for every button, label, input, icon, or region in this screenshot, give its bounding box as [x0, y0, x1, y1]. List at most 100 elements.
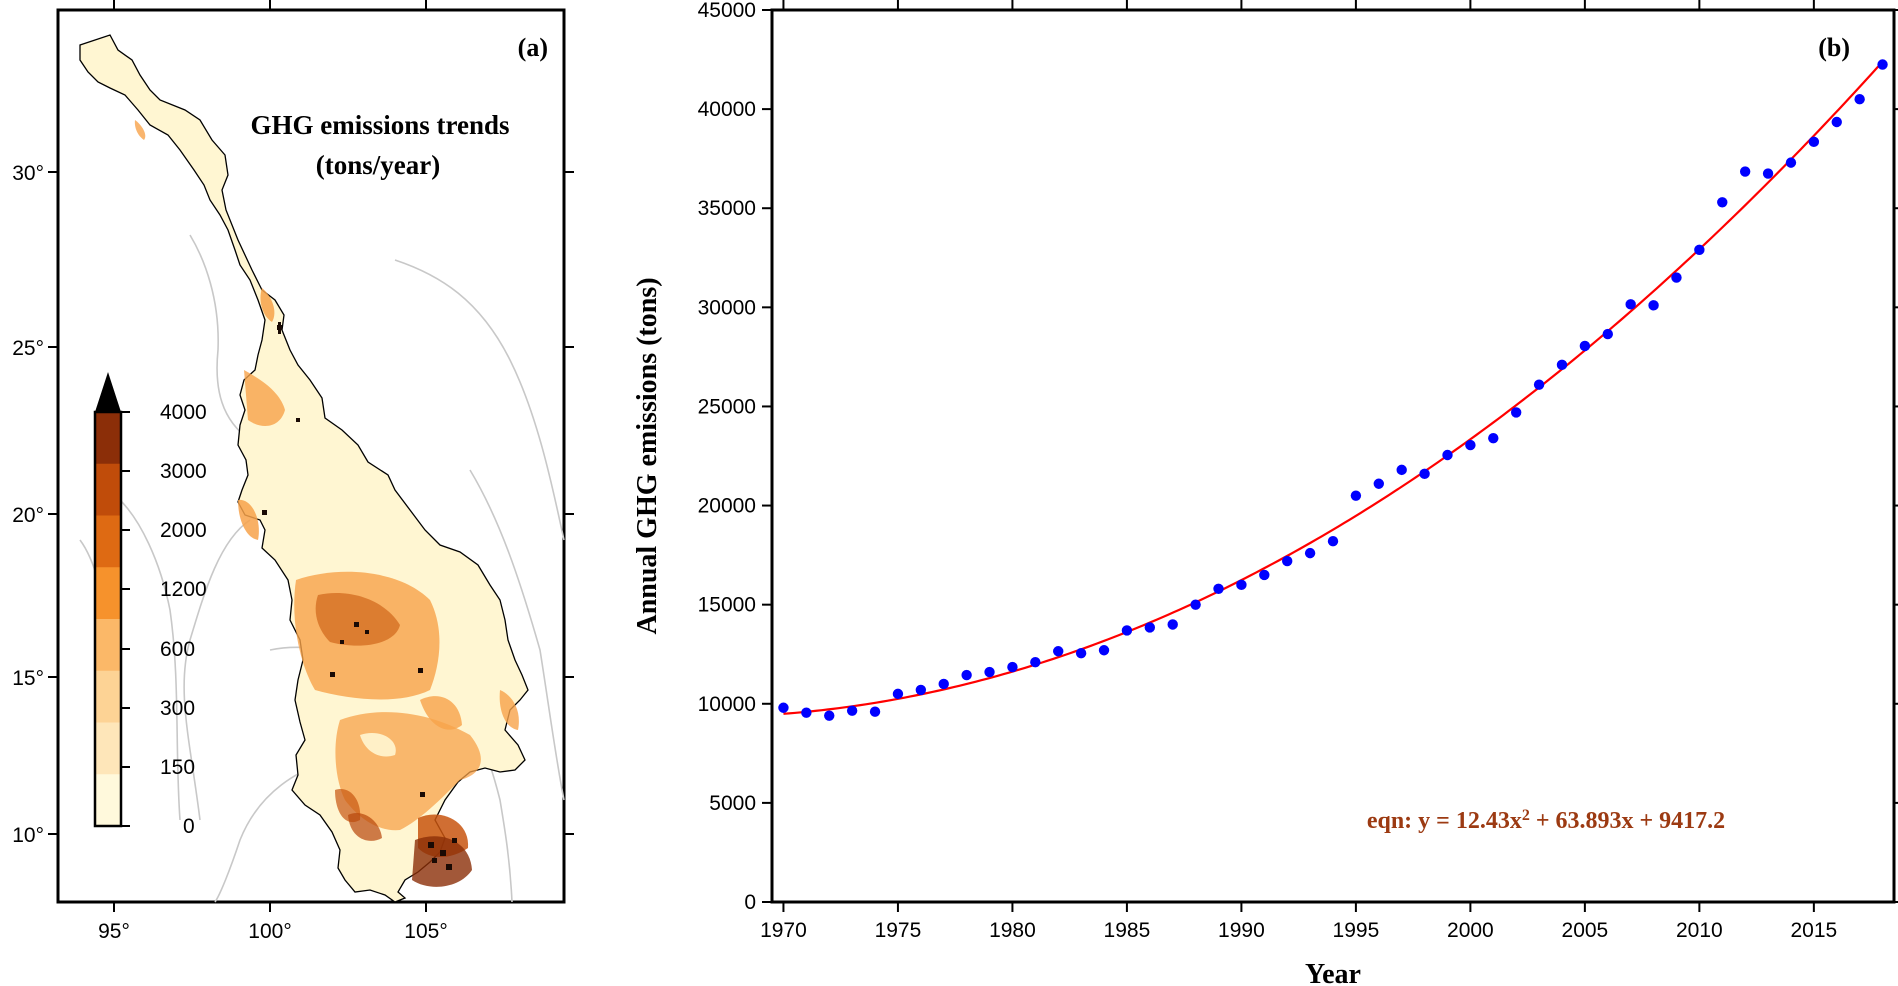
y-tick-label: 5000 [709, 792, 756, 815]
fit-equation-suffix: + 63.893x + 9417.2 [1530, 808, 1725, 834]
x-tick-label: 1970 [760, 919, 807, 942]
colorbar-swatch [95, 722, 121, 775]
y-tick-label: 15000 [698, 594, 756, 617]
intensity-patch [348, 812, 382, 841]
data-point [1556, 359, 1568, 371]
colorbar-ticks [121, 411, 130, 827]
data-point [1167, 619, 1178, 630]
hotspot [278, 322, 281, 334]
data-point [892, 688, 904, 700]
map-y-tick-label: 30° [12, 162, 44, 185]
data-point [1007, 661, 1018, 673]
data-point [1488, 432, 1499, 444]
x-tick-label: 1990 [1218, 919, 1265, 942]
border-line [119, 499, 181, 821]
data-point [961, 669, 972, 681]
data-point [1762, 168, 1774, 179]
border-line [183, 519, 251, 821]
data-point [869, 706, 881, 717]
intensity-patch [238, 499, 259, 540]
map-panel-tag: (a) [518, 33, 548, 62]
data-point [1419, 468, 1430, 480]
hotspot [428, 842, 434, 848]
hotspot [420, 792, 425, 797]
colorbar-swatch [95, 463, 121, 516]
data-point [1190, 599, 1201, 610]
fit-equation: eqn: y = 12.43x2 + 63.893x + 9417.2 [1367, 807, 1725, 835]
data-point [1717, 197, 1728, 208]
data-point [1854, 94, 1865, 105]
data-point [1236, 579, 1247, 591]
data-point [938, 678, 949, 690]
intensity-patch [315, 593, 400, 646]
colorbar-swatch [95, 774, 121, 827]
data-point [1075, 648, 1087, 659]
x-tick-label: 1995 [1333, 919, 1380, 942]
data-point [1694, 244, 1705, 256]
chart-ticks [762, 0, 1898, 912]
data-point [1030, 656, 1041, 668]
x-tick-label: 2015 [1790, 919, 1837, 942]
intensity-patch [412, 836, 472, 887]
intensity-patch [360, 732, 396, 757]
y-tick-label: 40000 [698, 98, 756, 121]
data-point [1648, 300, 1659, 311]
fit-equation-exponent: 2 [1522, 807, 1530, 824]
y-tick-label: 35000 [698, 197, 756, 220]
colorbar-label: 0 [183, 815, 195, 838]
chart-panel: 1970 1975 1980 1985 1990 1995 2000 2005 2010 2015… [632, 0, 1898, 986]
colorbar-frame [93, 410, 123, 828]
map-y-tick-label: 10° [12, 824, 44, 847]
hotspot [262, 510, 267, 515]
map-title-line2: (tons/year) [316, 150, 440, 180]
data-point [1625, 299, 1636, 310]
chart-panel-tag: (b) [1818, 33, 1850, 62]
y-axis-title: Annual GHG emissions (tons) [632, 277, 663, 634]
colorbar-label: 1200 [160, 578, 207, 601]
data-point [1602, 328, 1613, 340]
y-tick-label: 45000 [698, 0, 756, 22]
colorbar-swatch [95, 670, 121, 723]
colorbar-swatch [95, 412, 121, 465]
x-tick-label: 1980 [989, 919, 1036, 942]
intensity-patch [420, 696, 462, 730]
data-point [1327, 536, 1339, 547]
colorbar-label: 4000 [160, 401, 207, 424]
map-panel: 95° 100° 105° 30° 25° 20° 15° 10° (a) GH… [12, 0, 574, 943]
data-point [1442, 449, 1453, 461]
colorbar-swatch [95, 515, 121, 568]
intensity-patch [260, 288, 275, 322]
data-point [1259, 569, 1270, 581]
hotspot [452, 838, 457, 843]
colorbar-swatch [95, 567, 121, 620]
y-tick-label: 30000 [698, 296, 756, 319]
x-tick-label: 2005 [1562, 919, 1609, 942]
data-point [1877, 59, 1888, 70]
hotspot [365, 630, 369, 634]
x-tick-label: 2000 [1447, 919, 1494, 942]
data-point [1739, 166, 1751, 177]
y-tick-label: 25000 [698, 395, 756, 418]
data-point [1282, 555, 1293, 567]
data-point [1350, 490, 1362, 501]
colorbar-label: 150 [160, 756, 195, 779]
data-point [1053, 646, 1064, 657]
intensity-patch [244, 370, 285, 426]
colorbar-label: 600 [160, 638, 195, 661]
hotspot [440, 850, 446, 856]
data-point [824, 710, 835, 721]
data-point [915, 684, 927, 696]
map-y-tick-label: 25° [12, 337, 44, 360]
data-point [1808, 136, 1820, 148]
emission-hotspots [262, 322, 457, 870]
fit-equation-prefix: eqn: y = 12.43x [1367, 808, 1522, 834]
intensity-patch [134, 120, 146, 140]
data-point [1510, 407, 1522, 418]
hotspot [296, 418, 300, 422]
colorbar-label: 3000 [160, 460, 207, 483]
y-tick-label: 10000 [698, 693, 756, 716]
map-x-tick-label: 95° [98, 920, 130, 943]
data-point [1579, 340, 1591, 352]
data-point [1121, 625, 1133, 636]
intensity-patch [499, 690, 519, 730]
